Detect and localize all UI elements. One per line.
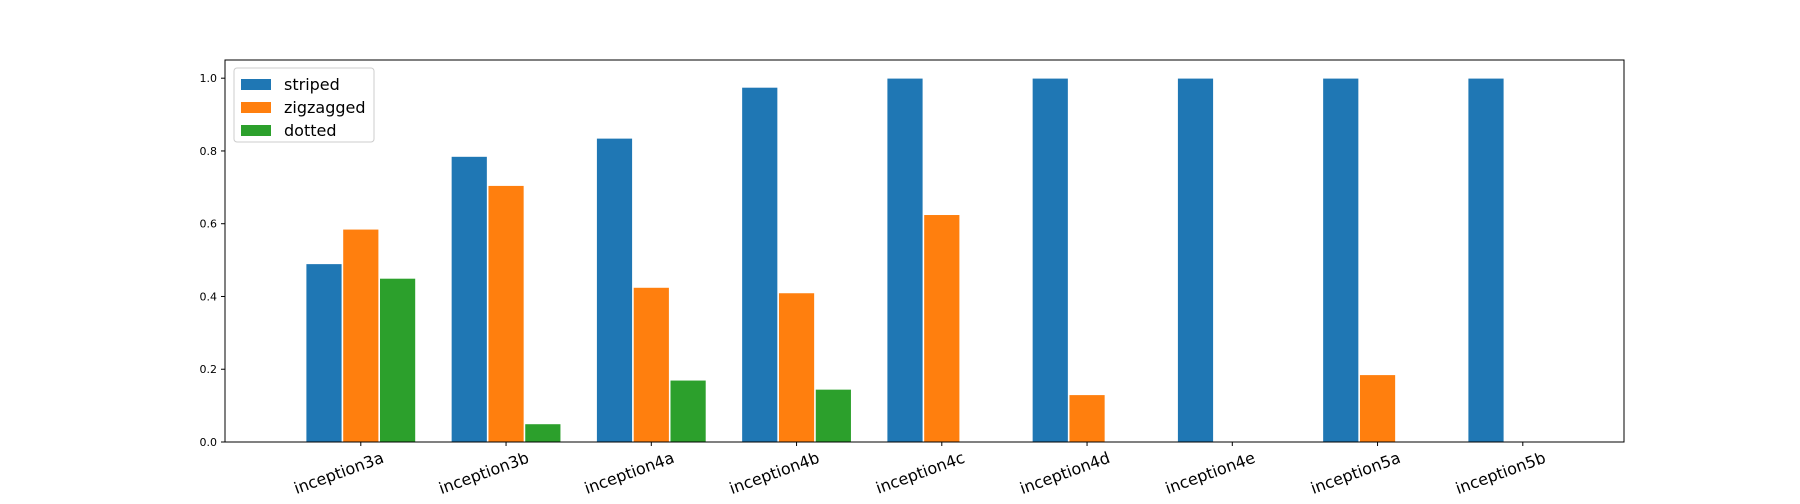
bar-dotted-inception3b	[524, 423, 562, 443]
y-tick-label: 0.4	[200, 290, 218, 303]
plot-frame	[224, 59, 1625, 443]
bar-zigzagged-inception5a	[1359, 374, 1396, 443]
x-tick-label: inception3b	[436, 448, 531, 498]
bars-group	[305, 77, 1505, 443]
bar-striped-inception4d	[1031, 77, 1069, 443]
legend-swatch-zigzagged	[241, 102, 271, 113]
bar-dotted-inception3a	[379, 277, 417, 443]
y-tick-label: 1.0	[200, 72, 218, 85]
legend-label-dotted: dotted	[284, 121, 337, 140]
x-tick-label: inception4b	[727, 448, 822, 498]
x-tick-label: inception4c	[873, 448, 967, 498]
bar-striped-inception4a	[596, 137, 633, 443]
x-tick-label: inception4a	[582, 448, 677, 498]
x-tick-label: inception4e	[1163, 448, 1258, 498]
bar-dotted-inception4a	[669, 379, 707, 443]
bar-zigzagged-inception4a	[632, 286, 670, 443]
bar-striped-inception4e	[1177, 77, 1214, 443]
bar-striped-inception3a	[305, 263, 343, 443]
bar-zigzagged-inception4c	[923, 214, 961, 443]
y-tick-label: 0.8	[200, 145, 218, 158]
legend: striped zigzagged dotted	[233, 67, 375, 143]
y-axis: 0.0 0.2 0.4 0.6 0.8 1.0	[200, 72, 225, 449]
x-tick-label: inception5b	[1453, 448, 1548, 498]
bar-zigzagged-inception4b	[778, 292, 815, 443]
x-axis: inception3a inception3b inception4a incepti…	[291, 442, 1548, 498]
bar-dotted-inception4b	[814, 388, 852, 443]
x-tick-label: inception5a	[1308, 448, 1403, 498]
legend-label-striped: striped	[284, 75, 340, 94]
legend-swatch-striped	[241, 79, 271, 90]
y-tick-label: 0.0	[200, 436, 218, 449]
bar-zigzagged-inception4d	[1068, 394, 1106, 443]
y-tick-label: 0.2	[200, 363, 218, 376]
bar-striped-inception4c	[886, 77, 924, 443]
legend-label-zigzagged: zigzagged	[284, 98, 366, 117]
x-tick-label: inception3a	[291, 448, 386, 498]
x-tick-label: inception4d	[1017, 448, 1112, 498]
legend-swatch-dotted	[241, 125, 271, 136]
bar-zigzagged-inception3b	[487, 185, 525, 443]
bar-striped-inception4b	[741, 86, 779, 443]
y-tick-label: 0.6	[200, 218, 218, 231]
bar-zigzagged-inception3a	[342, 228, 380, 443]
bar-striped-inception5b	[1467, 77, 1505, 443]
bar-striped-inception5a	[1322, 77, 1360, 443]
bar-striped-inception3b	[450, 156, 488, 443]
